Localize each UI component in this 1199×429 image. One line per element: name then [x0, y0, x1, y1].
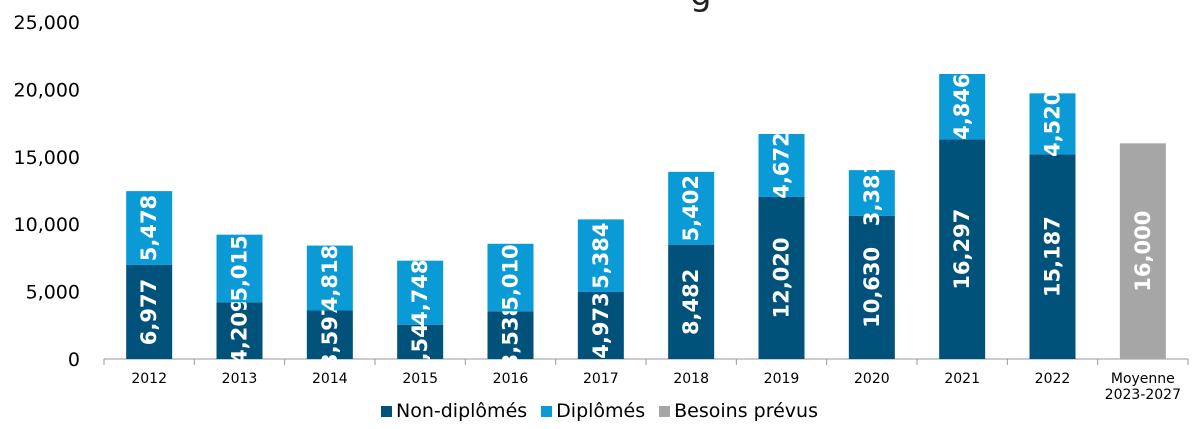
- legend-item-besoins-prevus: Besoins prévus: [659, 400, 818, 422]
- x-tick-label: 2017: [583, 371, 619, 387]
- x-tick-label: 2013: [222, 371, 258, 387]
- bar-non-diplomes: [1029, 154, 1076, 359]
- bar-diplomes: [1029, 93, 1076, 155]
- legend-item-non-diplomes: Non-diplômés: [381, 400, 527, 422]
- bar-non-diplomes: [848, 215, 895, 359]
- x-tick-label: 2023-2027: [1105, 387, 1181, 403]
- bar-diplomes: [668, 171, 715, 245]
- legend-swatch-non-diplomes: [381, 405, 393, 417]
- bar-non-diplomes: [306, 310, 353, 359]
- data-label: 5,402: [679, 175, 703, 241]
- data-label: 4,748: [408, 259, 432, 325]
- bar-non-diplomes: [487, 311, 534, 359]
- data-label: 8,482: [679, 269, 703, 335]
- y-tick-label: 5,000: [26, 282, 80, 304]
- x-tick-label: 2019: [764, 371, 800, 387]
- x-tick-label: 2015: [402, 371, 438, 387]
- bar-non-diplomes: [758, 196, 805, 359]
- bar-diplomes: [487, 243, 534, 312]
- x-tick-label: Moyenne: [1111, 371, 1175, 387]
- bar-non-diplomes: [216, 302, 263, 359]
- legend-label-besoins-prevus: Besoins prévus: [674, 400, 818, 422]
- y-tick-label: 20,000: [14, 79, 80, 101]
- bar-non-diplomes: [397, 324, 444, 359]
- data-label: 5,015: [228, 235, 252, 301]
- x-tick-label: 2022: [1035, 371, 1071, 387]
- x-tick-label: 2021: [944, 371, 980, 387]
- bar-non-diplomes: [577, 291, 624, 359]
- legend-swatch-besoins-prevus: [659, 405, 671, 417]
- data-label: 5,384: [589, 222, 613, 288]
- data-label: 16,297: [950, 209, 974, 290]
- data-label: 4,672: [770, 132, 794, 198]
- legend-label-diplomes: Diplômés: [556, 400, 646, 422]
- bar-diplomes: [397, 260, 444, 325]
- bar-diplomes: [216, 234, 263, 303]
- bar-diplomes: [577, 219, 624, 292]
- bar-non-diplomes: [126, 264, 173, 359]
- data-label: 10,630: [860, 247, 884, 328]
- data-label: 3,538: [499, 302, 523, 368]
- y-tick-label: 15,000: [14, 147, 80, 169]
- x-tick-label: 2014: [312, 371, 348, 387]
- data-label: 4,520: [1041, 91, 1065, 157]
- x-tick-label: 2020: [854, 371, 890, 387]
- data-label: 4,973: [589, 292, 613, 358]
- bar-non-diplomes: [939, 139, 986, 359]
- legend-item-diplomes: Diplômés: [541, 400, 645, 422]
- y-tick-label: 10,000: [14, 214, 80, 236]
- x-tick-label: 2018: [673, 371, 709, 387]
- data-label: 12,020: [770, 237, 794, 318]
- data-label: 3,381: [860, 160, 884, 226]
- chart-title-fragment: g: [690, 0, 712, 14]
- legend-swatch-diplomes: [541, 405, 553, 417]
- x-tick-label: 2012: [131, 371, 167, 387]
- bar-diplomes: [126, 191, 173, 265]
- bar-diplomes: [848, 170, 895, 216]
- y-tick-label: 0: [68, 349, 80, 371]
- data-label: 3,597: [318, 302, 342, 368]
- chart-legend: Non-diplômés Diplômés Besoins prévus: [0, 400, 1199, 422]
- bar-non-diplomes: [668, 244, 715, 359]
- bar-diplomes: [758, 133, 805, 197]
- data-label: 16,000: [1131, 211, 1155, 292]
- y-tick-label: 25,000: [14, 12, 80, 34]
- bar-diplomes: [939, 73, 986, 140]
- bar-besoins-prevus: [1119, 143, 1166, 359]
- data-label: 4,818: [318, 245, 342, 311]
- x-tick-label: 2016: [493, 371, 529, 387]
- data-label: 6,977: [137, 279, 161, 345]
- data-label: 5,010: [499, 244, 523, 310]
- bar-diplomes: [306, 245, 353, 311]
- data-label: 5,478: [137, 195, 161, 261]
- data-label: 4,209: [228, 297, 252, 363]
- legend-label-non-diplomes: Non-diplômés: [396, 400, 528, 422]
- data-label: 4,846: [950, 73, 974, 139]
- data-label: 15,187: [1041, 216, 1065, 297]
